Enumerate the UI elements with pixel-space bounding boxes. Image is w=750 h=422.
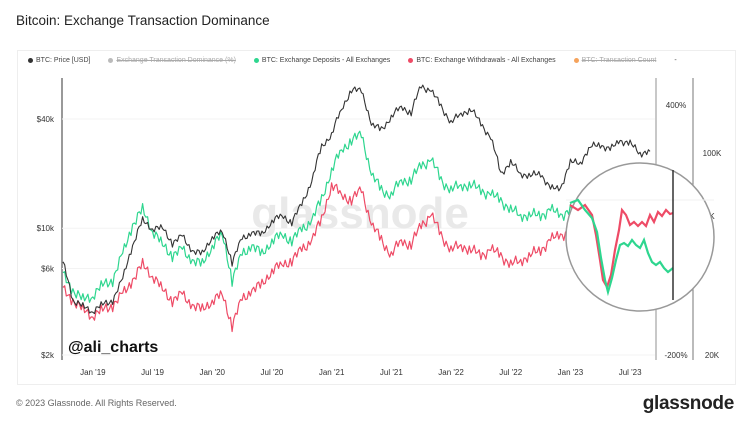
x-tick-label: Jan '19	[80, 368, 106, 377]
legend-item[interactable]: BTC: Transaction Count	[573, 57, 657, 64]
y-right-tick: 20K	[705, 351, 720, 360]
legend-dot-icon	[573, 58, 579, 63]
y-tick-label: $2k	[41, 351, 55, 360]
legend-item[interactable]: Exchange Transaction Dominance (%)	[108, 57, 236, 64]
legend-item[interactable]: BTC: Price [USD]	[28, 57, 90, 64]
x-tick-label: Jul '22	[499, 368, 522, 377]
x-tick-label: Jul '20	[261, 368, 284, 377]
legend-dot-icon	[28, 58, 33, 63]
legend-label: -	[674, 57, 677, 64]
legend-item[interactable]: -	[674, 57, 676, 64]
series-line-deposits	[62, 130, 651, 303]
magnifier-deposits-line	[569, 198, 674, 297]
legend-dot-icon	[253, 58, 259, 63]
magnifier	[565, 162, 715, 312]
x-tick-label: Jan '21	[319, 368, 345, 377]
page-title: Bitcoin: Exchange Transaction Dominance	[16, 13, 270, 28]
x-tick-label: Jan '20	[199, 368, 225, 377]
chart-card	[17, 50, 736, 385]
y-right-tick: 100K	[703, 149, 722, 158]
y-tick-label: $40k	[37, 115, 55, 124]
series-line-price	[62, 84, 651, 315]
magnifier-withdrawals-line	[569, 203, 674, 290]
x-tick-label: Jan '23	[558, 368, 584, 377]
series-line-withdrawals	[62, 182, 651, 333]
watermark: glassnode	[251, 189, 469, 238]
magnifier-circle	[565, 162, 715, 312]
y-right-pct-tick: 400%	[666, 101, 686, 110]
y-tick-label: $6k	[41, 264, 55, 273]
copyright: © 2023 Glassnode. All Rights Reserved.	[16, 398, 177, 408]
legend-label: BTC: Exchange Withdrawals - All Exchange…	[416, 57, 556, 64]
author-tag: @ali_charts	[68, 339, 158, 356]
legend-label: BTC: Exchange Deposits - All Exchanges	[261, 57, 391, 64]
legend-item[interactable]: BTC: Exchange Deposits - All Exchanges	[253, 57, 391, 64]
legend-label: BTC: Price [USD]	[36, 57, 91, 64]
x-tick-label: Jul '23	[619, 368, 642, 377]
legend-dot-icon	[408, 58, 414, 63]
y-right-pct-tick: -200%	[664, 351, 687, 360]
y-right-tick: K	[709, 212, 715, 221]
legend-label: BTC: Transaction Count	[581, 57, 657, 64]
x-tick-label: Jan '22	[438, 368, 464, 377]
legend-dot-icon	[108, 58, 114, 63]
glassnode-logo: glassnode	[642, 393, 735, 414]
legend: BTC: Price [USD] Exchange Transaction Dom…	[28, 57, 695, 64]
legend-label: Exchange Transaction Dominance (%)	[116, 57, 236, 64]
x-tick-label: Jul '21	[380, 368, 403, 377]
legend-item[interactable]: BTC: Exchange Withdrawals - All Exchange…	[408, 57, 556, 64]
y-tick-label: $10k	[37, 224, 55, 233]
x-tick-label: Jul '19	[141, 368, 164, 377]
